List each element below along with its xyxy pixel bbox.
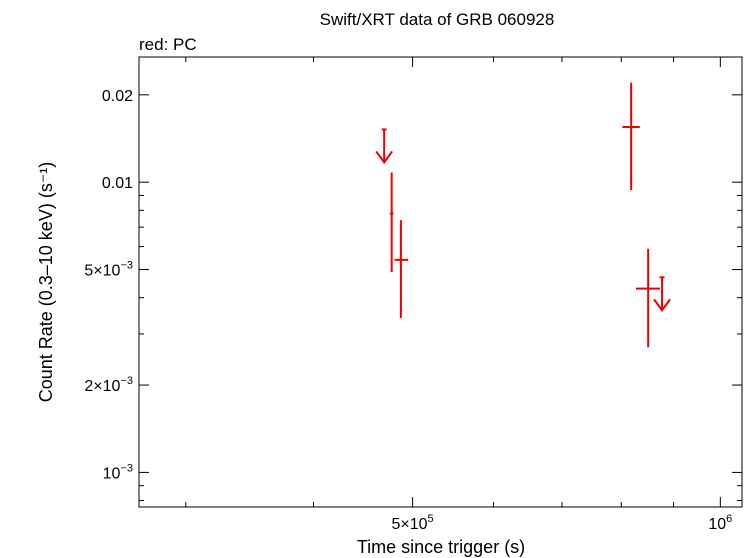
upper-limit (653, 276, 671, 313)
y-tick-label: 5×10−3 (84, 260, 133, 280)
upper-limit (375, 128, 393, 165)
axis-ticks (139, 57, 742, 507)
y-tick-label: 2×10−3 (84, 375, 133, 395)
x-tick-label: 106 (708, 513, 732, 533)
y-tick-label: 0.01 (102, 175, 133, 192)
plot-frame (138, 56, 743, 508)
y-tick-label: 10−3 (103, 462, 133, 482)
data-point (394, 220, 409, 319)
y-axis-label: Count Rate (0.3–10 keV) (s⁻¹) (36, 162, 56, 403)
chart-subtitle: red: PC (139, 35, 197, 54)
y-tick-labels: 0.02 0.01 5×10−3 2×10−3 10−3 (84, 88, 133, 483)
upper-limit-arrowhead (375, 150, 393, 165)
data-point (389, 172, 394, 273)
y-tick-label: 0.02 (102, 88, 133, 105)
upper-limit-arrowhead (653, 298, 671, 313)
data-points (375, 82, 671, 348)
x-tick-label: 5×105 (391, 513, 433, 533)
x-tick-labels: 5×105 106 (391, 513, 732, 533)
data-point (622, 82, 640, 190)
x-axis-label: Time since trigger (s) (357, 537, 525, 557)
chart-title: Swift/XRT data of GRB 060928 (320, 10, 555, 29)
data-point (636, 248, 661, 348)
